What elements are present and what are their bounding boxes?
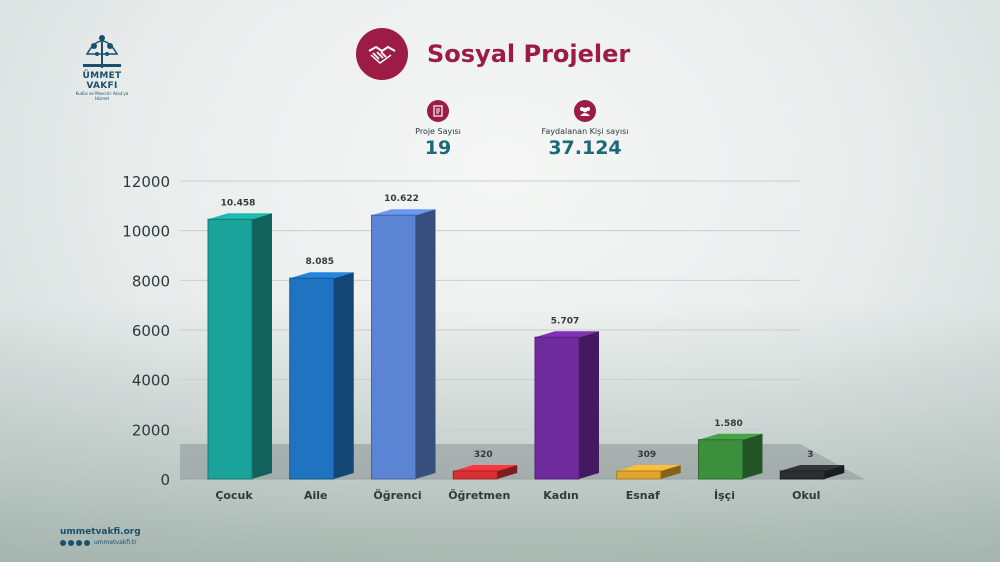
stat-project-count: Proje Sayısı 19 xyxy=(398,100,478,159)
y-tick-label: 4000 xyxy=(132,372,170,390)
bar-top xyxy=(453,465,518,471)
x-tick-label: Çocuk xyxy=(215,489,253,502)
bar-side xyxy=(579,331,599,479)
page-title: Sosyal Projeler xyxy=(427,40,631,68)
y-tick-label: 2000 xyxy=(132,421,170,439)
x-tick-label: İşçi xyxy=(714,488,735,502)
x-tick-label: Esnaf xyxy=(626,489,660,502)
people-icon xyxy=(574,100,596,122)
footer: ummetvakfi.org ummetvakfi.tr xyxy=(60,527,141,546)
tree-dome-icon xyxy=(83,35,121,68)
bar xyxy=(289,277,335,480)
brand-name: ÜMMET VAKFI xyxy=(82,71,122,91)
social-links: ummetvakfi.tr xyxy=(60,539,141,546)
y-tick-label: 6000 xyxy=(132,322,170,340)
bar-top xyxy=(698,433,763,440)
instagram-icon[interactable] xyxy=(84,539,90,546)
header: Sosyal Projeler xyxy=(356,28,630,80)
bar-side xyxy=(333,272,354,479)
data-label: 320 xyxy=(474,450,493,460)
twitter-icon[interactable] xyxy=(68,539,74,546)
x-tick-label: Öğrenci xyxy=(373,488,421,502)
data-label: 3 xyxy=(807,450,813,460)
background-landscape xyxy=(0,302,1000,562)
bar-top xyxy=(289,272,354,279)
y-tick-label: 10000 xyxy=(122,223,170,241)
bar xyxy=(779,470,825,480)
brand-tagline: Kudüs ve Mescid-i Aksa'ya Hizmet xyxy=(75,91,129,101)
data-label: 1.580 xyxy=(714,419,742,429)
facebook-icon[interactable] xyxy=(60,539,66,546)
website-link[interactable]: ummetvakfi.org xyxy=(60,527,141,537)
x-tick-label: Okul xyxy=(792,489,820,502)
bar xyxy=(698,439,743,480)
stat-beneficiaries: Faydalanan Kişi sayısı 37.124 xyxy=(520,100,650,159)
data-label: 5.707 xyxy=(551,316,579,326)
x-tick-label: Öğretmen xyxy=(448,488,510,502)
bar-top xyxy=(780,465,845,471)
bar-side xyxy=(742,433,763,479)
data-label: 8.085 xyxy=(306,257,334,267)
x-tick-label: Aile xyxy=(304,489,328,502)
bar-side xyxy=(415,209,436,479)
bar xyxy=(207,218,253,480)
stat-value: 37.124 xyxy=(548,137,622,159)
bar-side xyxy=(824,465,845,479)
stat-label: Faydalanan Kişi sayısı xyxy=(541,127,629,136)
data-label: 10.458 xyxy=(221,198,256,208)
bar-side xyxy=(497,465,518,479)
bar-top xyxy=(616,465,681,471)
youtube-icon[interactable] xyxy=(76,539,82,546)
bar xyxy=(371,214,416,480)
document-icon xyxy=(427,100,449,122)
bar-top xyxy=(208,213,272,220)
y-tick-label: 12000 xyxy=(122,173,170,191)
stat-value: 19 xyxy=(424,137,452,159)
y-tick-label: 0 xyxy=(160,471,170,489)
bar-side xyxy=(252,213,272,479)
bar xyxy=(616,470,662,480)
data-label: 309 xyxy=(637,450,656,460)
bar xyxy=(452,470,498,480)
bar-top xyxy=(535,331,599,338)
bar-side xyxy=(660,465,681,479)
social-handle: ummetvakfi.tr xyxy=(94,539,137,546)
y-tick-label: 8000 xyxy=(132,272,170,290)
data-label: 10.622 xyxy=(384,194,419,204)
stat-label: Proje Sayısı xyxy=(415,127,461,136)
x-tick-label: Kadın xyxy=(543,489,578,502)
bar-top xyxy=(371,209,436,216)
logo: ÜMMET VAKFI Kudüs ve Mescid-i Aksa'ya Hi… xyxy=(70,24,134,101)
handshake-icon xyxy=(356,28,408,80)
bar xyxy=(534,336,580,480)
